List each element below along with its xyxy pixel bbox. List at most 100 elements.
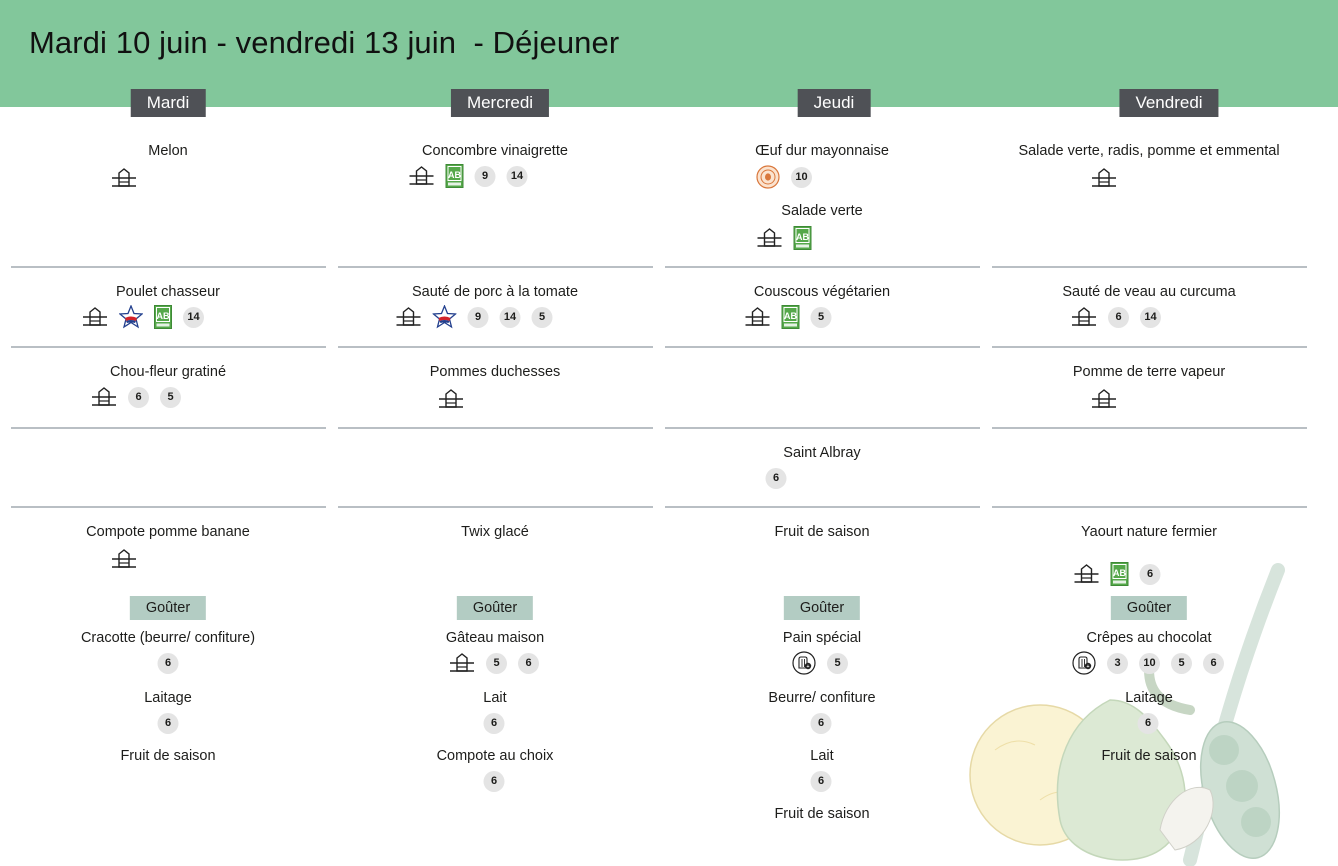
separator <box>338 427 653 429</box>
allergen-badge: 6 <box>518 652 539 674</box>
dish-mercredi-entree: Concombre vinaigrette <box>422 143 568 159</box>
fait-maison-icon <box>396 306 422 328</box>
day-label-vendredi: Vendredi <box>1119 89 1219 117</box>
fait-maison-icon <box>1071 306 1097 328</box>
dish-tags: 6 <box>483 711 505 735</box>
allergen-badge: 6 <box>483 712 505 734</box>
agriculture-bio-icon <box>782 305 800 329</box>
gouter-mercredi-1: Gâteau maison <box>445 630 545 646</box>
dish-tags: 6 <box>765 466 787 490</box>
fait-maison-icon <box>1091 167 1117 189</box>
dish-tags: 3 10 5 6 <box>1072 651 1224 675</box>
dish-tags: 5 6 <box>449 651 539 675</box>
dish-vendredi-dessert: Yaourt nature fermier <box>1081 524 1217 540</box>
allergen-badge: 6 <box>1108 306 1129 328</box>
dish-tags: 10 <box>756 165 812 189</box>
dish-jeudi-entree: Œuf dur mayonnaise <box>755 143 889 159</box>
label-rouge-icon <box>119 305 143 329</box>
dish-tags: 9 14 <box>409 164 528 188</box>
gouter-mercredi-3: Compote au choix <box>436 748 554 764</box>
dish-tags: 6 <box>1137 711 1159 735</box>
dish-tags: 6 14 <box>1071 305 1161 329</box>
dish-tags: 6 <box>1074 562 1161 586</box>
allergen-badge: 6 <box>157 712 179 734</box>
allergen-badge: 6 <box>765 467 787 489</box>
day-label-mardi: Mardi <box>130 89 206 117</box>
dish-tags: 6 <box>157 711 179 735</box>
allergen-badge: 14 <box>499 306 521 328</box>
fait-maison-icon <box>1074 563 1100 585</box>
dish-mercredi-dessert: Twix glacé <box>461 524 529 540</box>
pain-special-icon <box>1072 651 1096 675</box>
separator <box>338 266 653 268</box>
separator <box>992 506 1307 508</box>
gouter-jeudi-1: Pain spécial <box>782 630 862 646</box>
day-label-jeudi: Jeudi <box>797 89 871 117</box>
dish-tags: 14 <box>82 305 204 329</box>
dish-tags: 6 <box>483 769 505 793</box>
dish-tags <box>757 226 812 250</box>
dish-tags <box>111 166 137 190</box>
gouter-vendredi-2: Laitage <box>1125 690 1173 706</box>
oeuf-plein-air-icon <box>756 165 780 189</box>
allergen-badge: 10 <box>1139 652 1160 674</box>
allergen-badge: 5 <box>810 306 832 328</box>
separator <box>11 427 326 429</box>
separator <box>992 427 1307 429</box>
allergen-badge: 5 <box>827 652 848 674</box>
allergen-badge: 10 <box>791 166 812 188</box>
dish-mardi-entree: Melon <box>148 143 188 159</box>
allergen-badge: 6 <box>810 770 832 792</box>
dish-tags <box>438 387 464 411</box>
allergen-badge: 5 <box>486 652 507 674</box>
fait-maison-icon <box>111 548 137 570</box>
allergen-badge: 6 <box>1139 563 1161 585</box>
gouter-mardi-2: Laitage <box>144 690 192 706</box>
allergen-badge: 9 <box>474 165 496 187</box>
fait-maison-icon <box>111 167 137 189</box>
separator <box>992 346 1307 348</box>
separator <box>992 266 1307 268</box>
separator <box>665 427 980 429</box>
day-label-mercredi: Mercredi <box>450 89 550 117</box>
allergen-badge: 5 <box>531 306 553 328</box>
dish-vendredi-accompagnement: Pomme de terre vapeur <box>1072 364 1226 380</box>
fait-maison-icon <box>1091 388 1117 410</box>
dish-jeudi-entree-2: Salade verte <box>781 203 863 219</box>
gouter-jeudi-3: Lait <box>810 748 834 764</box>
dish-tags: 9 14 5 <box>396 305 553 329</box>
gouter-mercredi-2: Lait <box>483 690 507 706</box>
gouter-label: Goûter <box>129 596 207 620</box>
gouter-vendredi-3: Fruit de saison <box>1101 748 1197 764</box>
gouter-mardi-1: Cracotte (beurre/ confiture) <box>80 630 256 646</box>
separator <box>665 346 980 348</box>
allergen-badge: 5 <box>1171 652 1192 674</box>
agriculture-bio-icon <box>446 164 464 188</box>
dish-mercredi-plat: Sauté de porc à la tomate <box>411 284 579 300</box>
fait-maison-icon <box>91 386 117 408</box>
dish-jeudi-dessert: Fruit de saison <box>774 524 870 540</box>
allergen-badge: 6 <box>1203 652 1224 674</box>
dish-jeudi-plat: Couscous végétarien <box>753 284 891 300</box>
separator <box>665 506 980 508</box>
gouter-jeudi-2: Beurre/ confiture <box>768 690 876 706</box>
separator <box>665 266 980 268</box>
page-title: Mardi 10 juin - vendredi 13 juin - Déjeu… <box>29 25 620 60</box>
fait-maison-icon <box>757 227 783 249</box>
fait-maison-icon <box>438 388 464 410</box>
allergen-badge: 14 <box>183 306 204 328</box>
allergen-badge: 6 <box>1137 712 1159 734</box>
gouter-mardi-3: Fruit de saison <box>120 748 216 764</box>
agriculture-bio-icon <box>1111 562 1129 586</box>
gouter-jeudi-4: Fruit de saison <box>774 806 870 822</box>
fait-maison-icon <box>449 652 475 674</box>
agriculture-bio-icon <box>154 305 172 329</box>
dish-tags: 6 <box>157 651 179 675</box>
dish-tags: 5 <box>745 305 832 329</box>
allergen-badge: 9 <box>467 306 489 328</box>
separator <box>11 506 326 508</box>
pain-special-icon <box>792 651 816 675</box>
gouter-label: Goûter <box>783 596 861 620</box>
fait-maison-icon <box>409 165 435 187</box>
fait-maison-icon <box>82 306 108 328</box>
